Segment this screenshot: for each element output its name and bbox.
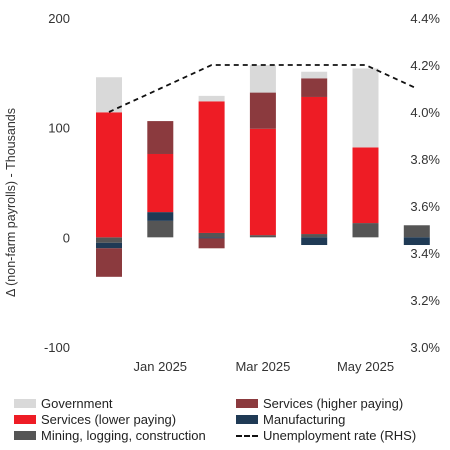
bar-segment-manufacturing bbox=[147, 212, 174, 221]
y2-tick-label: 3.4% bbox=[410, 246, 440, 261]
bar-segment-manufacturing bbox=[198, 237, 225, 239]
bar-segment-services-higher-paying- bbox=[198, 238, 225, 249]
y-tick-label: -100 bbox=[44, 340, 70, 355]
bar-segment-manufacturing bbox=[403, 237, 430, 246]
y2-tick-label: 3.2% bbox=[410, 293, 440, 308]
bar-segment-government bbox=[352, 68, 379, 148]
y-tick-label: 100 bbox=[48, 121, 70, 136]
legend-swatch-services-higher bbox=[236, 399, 258, 408]
legend-label: Manufacturing bbox=[263, 412, 346, 427]
bar-segment-mining-logging-construction bbox=[147, 220, 174, 238]
legend-label: Services (higher paying) bbox=[263, 396, 404, 411]
bar-segment-manufacturing bbox=[96, 242, 122, 249]
y2-tick-label: 3.6% bbox=[410, 199, 440, 214]
legend-item-government: Government bbox=[14, 396, 113, 411]
bar-segment-services-lower-paying- bbox=[198, 101, 225, 233]
bar-segment-services-lower-paying- bbox=[301, 96, 328, 235]
bar-segment-mining-logging-construction bbox=[352, 223, 379, 238]
legend-swatch-services-lower bbox=[14, 415, 36, 424]
unemployment-rate-line bbox=[108, 64, 418, 113]
x-tick-label: Mar 2025 bbox=[235, 359, 290, 374]
y-axis-label: Δ (non-farm payrolls) - Thousands bbox=[4, 108, 18, 297]
bar-segment-services-lower-paying- bbox=[147, 153, 174, 213]
bar-segment-manufacturing bbox=[301, 237, 328, 246]
bar-segment-mining-logging-construction bbox=[198, 232, 225, 238]
bar-segment-services-higher-paying- bbox=[301, 78, 328, 97]
legend-swatch-unemployment-rate bbox=[236, 434, 258, 437]
legend-item-unemployment-rate: Unemployment rate (RHS) bbox=[236, 428, 416, 443]
legend-label: Unemployment rate (RHS) bbox=[263, 428, 417, 443]
bar-segment-government bbox=[198, 95, 225, 102]
chart: -100 0 100 200 3.0% 3.2% 3.4% 3.6% 3.8% 4.0% 4.2% 4… bbox=[4, 11, 440, 374]
y-tick-label: 200 bbox=[48, 11, 70, 26]
bar-segment-mining-logging-construction bbox=[301, 234, 328, 238]
bar-segment-mining-logging-construction bbox=[96, 237, 122, 243]
bar-segment-services-lower-paying- bbox=[352, 147, 379, 224]
y-tick-label: 0 bbox=[63, 230, 70, 245]
y2-tick-label: 4.4% bbox=[410, 11, 440, 26]
bar-segment-services-higher-paying- bbox=[147, 121, 174, 154]
legend-item-services-lower: Services (lower paying) bbox=[14, 412, 176, 427]
legend-item-manufacturing: Manufacturing bbox=[236, 412, 345, 427]
y2-tick-label: 4.2% bbox=[410, 58, 440, 73]
legend-swatch-government bbox=[14, 399, 36, 408]
legend-label: Government bbox=[41, 396, 113, 411]
legend-label: Mining, logging, construction bbox=[41, 428, 206, 443]
y2-tick-label: 4.0% bbox=[410, 105, 440, 120]
x-tick-label: May 2025 bbox=[337, 359, 394, 374]
bar-segment-services-lower-paying- bbox=[96, 112, 122, 238]
y2-tick-label: 3.0% bbox=[410, 340, 440, 355]
y2-tick-label: 3.8% bbox=[410, 152, 440, 167]
x-tick-label: Jan 2025 bbox=[134, 359, 188, 374]
bar-segment-government bbox=[249, 65, 276, 93]
bar-segment-government bbox=[301, 71, 328, 79]
legend-swatch-mining bbox=[14, 431, 36, 440]
legend-item-mining: Mining, logging, construction bbox=[14, 428, 206, 443]
bar-segment-services-higher-paying- bbox=[96, 248, 122, 277]
bar-segment-services-higher-paying- bbox=[249, 92, 276, 129]
bar-segment-mining-logging-construction bbox=[249, 235, 276, 238]
legend-item-services-higher: Services (higher paying) bbox=[236, 396, 403, 411]
bar-segment-services-lower-paying- bbox=[249, 128, 276, 236]
bar-segment-government bbox=[96, 77, 122, 113]
legend-swatch-manufacturing bbox=[236, 415, 258, 424]
legend-label: Services (lower paying) bbox=[41, 412, 177, 427]
bar-segment-mining-logging-construction bbox=[403, 225, 430, 238]
